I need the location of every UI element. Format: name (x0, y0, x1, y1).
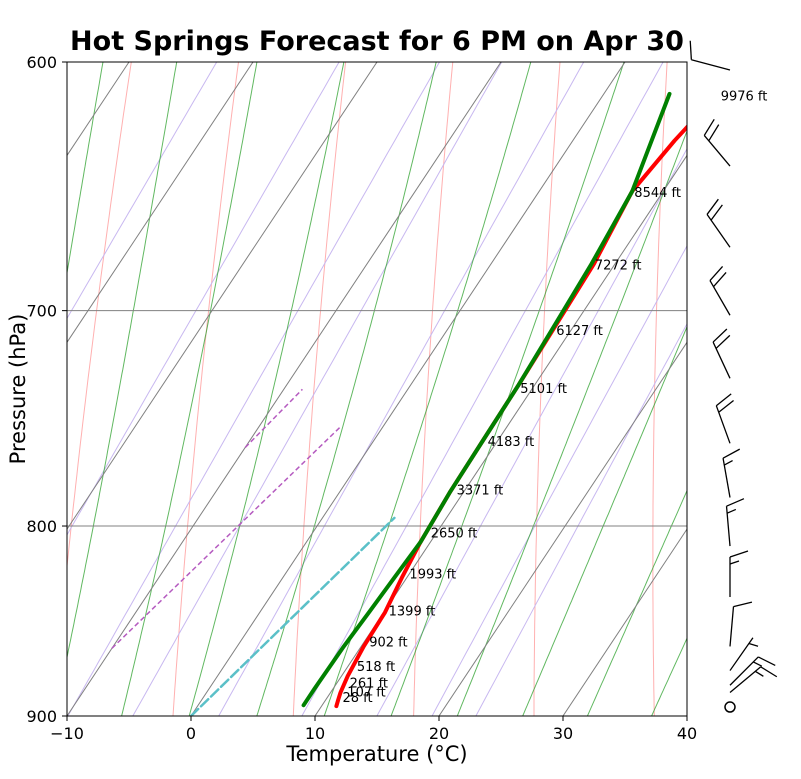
moist-adiabat-line (522, 325, 687, 716)
y-tick-label: 800 (26, 517, 57, 536)
wind-barb (689, 40, 731, 71)
dry-adiabat-line (768, 35, 775, 734)
x-tick-label: −10 (50, 724, 84, 743)
moist-adiabat-line (67, 62, 178, 660)
mixing-ratio-line (67, 62, 340, 536)
reference-line (244, 388, 303, 449)
mixing-ratio-line (431, 244, 687, 716)
wind-barb (729, 601, 753, 647)
series-layer (111, 91, 687, 716)
isotherm-line (562, 528, 687, 716)
height-label: 6127 ft (556, 324, 603, 339)
height-label: 8544 ft (634, 186, 681, 201)
height-label: 261 ft (350, 676, 388, 691)
mixing-ratio-line (67, 62, 218, 320)
height-label: 1399 ft (389, 605, 436, 620)
wind-barb (724, 701, 736, 713)
reference-line (111, 425, 342, 649)
x-tick-label: 0 (186, 724, 196, 743)
mixing-ratio-line (301, 62, 664, 716)
wind-barb (729, 637, 759, 671)
height-label: 4183 ft (488, 435, 535, 450)
y-axis-label: Pressure (hPa) (6, 314, 30, 465)
height-label: 2650 ft (431, 526, 478, 541)
isotherm-line (686, 715, 687, 716)
x-tick-label: 40 (677, 724, 697, 743)
isotherm-line (67, 62, 378, 531)
mixing-ratio-line (218, 62, 585, 716)
height-label: 1993 ft (409, 568, 456, 583)
x-tick-label: 10 (305, 724, 325, 743)
wind-barbs (689, 40, 778, 713)
dry-adiabat-line (67, 62, 132, 571)
wind-barb (712, 328, 731, 379)
wind-barb (709, 265, 731, 316)
height-label: 902 ft (369, 636, 407, 651)
moist-adiabat-line (651, 637, 687, 716)
mixing-ratio-line (67, 62, 441, 716)
mixing-ratio-line (475, 322, 687, 716)
isotherm-line (67, 62, 502, 716)
wind-barb (703, 118, 731, 167)
moist-adiabat-line (256, 62, 437, 716)
isobar-grid (67, 310, 687, 527)
y-tick-label: 700 (26, 302, 57, 321)
height-label: 7272 ft (595, 258, 642, 273)
moist-adiabat-line (456, 129, 687, 716)
axis-ticks: −10 0 10 20 30 40 600 700 800 900 (26, 53, 697, 743)
x-tick-label: 20 (429, 724, 449, 743)
height-label: 5101 ft (520, 382, 567, 397)
isotherm-line (190, 62, 626, 716)
x-tick-label: 30 (553, 724, 573, 743)
background-lines (67, 35, 775, 734)
moist-adiabat-line (586, 489, 687, 716)
isotherm-line (438, 341, 687, 716)
dry-adiabat-line (533, 62, 561, 716)
dry-adiabat-line (172, 62, 240, 716)
dry-adiabat-line (413, 62, 454, 716)
height-label: 28 ft (342, 691, 372, 706)
isotherm-line (67, 62, 254, 344)
moist-adiabat-line (67, 62, 104, 276)
wind-barb (729, 550, 749, 598)
dry-adiabat-line (652, 62, 668, 716)
mixing-ratio-line (132, 62, 503, 716)
height-label: 9976 ft (721, 89, 768, 104)
chart-title: Hot Springs Forecast for 6 PM on Apr 30 (70, 26, 684, 57)
moist-adiabat-line (188, 62, 345, 716)
height-labels: 9976 ft 8544 ft 7272 ft 6127 ft 5101 ft 4183 … (342, 89, 767, 706)
moist-adiabat-line (390, 62, 625, 716)
y-tick-label: 900 (26, 707, 57, 726)
wind-barb (706, 198, 731, 248)
height-label: 518 ft (357, 660, 395, 675)
dry-adiabat-line (292, 62, 347, 716)
moist-adiabat-line (323, 62, 532, 716)
dewpoint-line (301, 91, 672, 708)
wind-barb (715, 393, 734, 444)
wind-barb (725, 498, 745, 547)
wind-barb (729, 666, 778, 694)
mixing-ratio-line (376, 147, 687, 716)
isotherm-line (67, 62, 130, 157)
parcel-line (189, 516, 396, 716)
wind-barb (729, 656, 776, 686)
moist-adiabat-line (121, 62, 258, 716)
x-axis-label: Temperature (°C) (285, 742, 467, 766)
height-label: 107 ft (347, 686, 385, 701)
y-tick-label: 600 (26, 53, 57, 72)
height-label: 3371 ft (457, 484, 504, 499)
wind-barb (722, 448, 741, 498)
